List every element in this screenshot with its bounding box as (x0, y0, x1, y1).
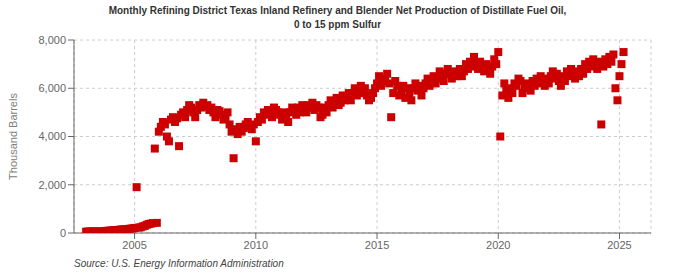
svg-text:2005: 2005 (122, 239, 146, 251)
svg-text:0: 0 (60, 227, 66, 239)
svg-text:Thousand Barrels: Thousand Barrels (8, 93, 19, 180)
svg-text:2,000: 2,000 (38, 179, 66, 191)
html-text:0 to 15 ppm Sulfur: 0 to 15 ppm Sulfur (293, 19, 382, 30)
html-text:Monthly Refining District Texa: Monthly Refining District Texas Inland R… (108, 5, 567, 16)
svg-text:4,000: 4,000 (38, 130, 66, 142)
svg-text:2015: 2015 (365, 239, 389, 251)
html-text:Source: U.S. Energy Informatio: Source: U.S. Energy Information Administ… (74, 258, 284, 269)
svg-text:2020: 2020 (486, 239, 510, 251)
svg-text:2025: 2025 (607, 239, 631, 251)
svg-text:2010: 2010 (244, 239, 268, 251)
svg-text:6,000: 6,000 (38, 82, 66, 94)
svg-text:8,000: 8,000 (38, 34, 66, 46)
